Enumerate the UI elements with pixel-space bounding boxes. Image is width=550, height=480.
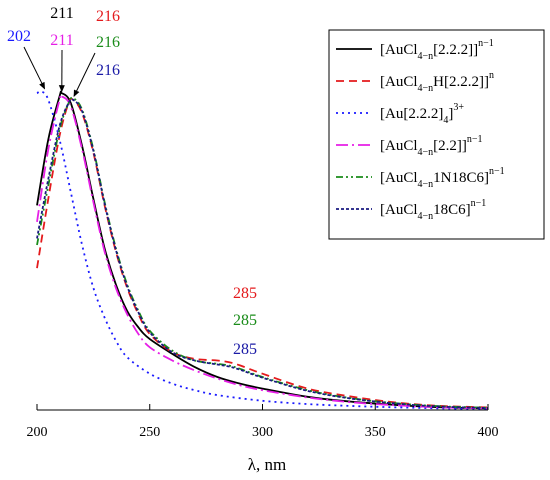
- legend-frame: [328, 29, 545, 240]
- legend-label-6: [AuCl4−n18C6]n−1: [380, 198, 486, 222]
- peak-label-1: 211: [50, 5, 73, 22]
- x-tick-label: 300: [252, 425, 273, 440]
- legend-label-4: [AuCl4−n[2.2]]n−1: [380, 134, 483, 158]
- legend-items: [AuCl4−n[2.2.2]]n−1 [AuCl4−nH[2.2.2]]n [Au…: [336, 38, 505, 222]
- peak-label-3: 202: [7, 28, 31, 45]
- series-line-3: [36, 90, 489, 410]
- peak-label-4: 211: [50, 32, 73, 49]
- peak-label-2: 216: [96, 8, 120, 25]
- x-tick-label: 250: [139, 425, 160, 440]
- legend: [AuCl4−n[2.2.2]]n−1 [AuCl4−nH[2.2.2]]n [Au…: [328, 29, 545, 240]
- curves-layer: [36, 90, 489, 410]
- legend-label-1: [AuCl4−n[2.2.2]]n−1: [380, 38, 494, 62]
- peak-label-9: 285: [233, 341, 257, 358]
- x-tick-label: 400: [478, 425, 499, 440]
- legend-label-5: [AuCl4−n1N18C6]n−1: [380, 166, 505, 190]
- series-line-5: [36, 96, 489, 409]
- peak-label-7: 285: [233, 285, 257, 302]
- series-line-4: [36, 93, 489, 410]
- series-line-1: [36, 90, 489, 410]
- legend-label-3: [Au[2.2.2]4]3+: [380, 102, 464, 126]
- x-axis-ticks: 200 250 300 350 400: [27, 404, 499, 440]
- x-axis-title: λ, nm: [248, 455, 286, 474]
- peak-annotations: 211 216 202 211 216 216 285 285 285: [7, 5, 257, 358]
- x-tick-label: 200: [27, 425, 48, 440]
- legend-label-2: [AuCl4−nH[2.2.2]]n: [380, 70, 494, 94]
- peak-label-6: 216: [96, 62, 120, 79]
- peak-label-5: 216: [96, 34, 120, 51]
- peak-label-8: 285: [233, 312, 257, 329]
- x-tick-label: 350: [365, 425, 386, 440]
- annotation-arrow-3: [73, 52, 96, 98]
- annotation-arrow-1: [23, 46, 45, 90]
